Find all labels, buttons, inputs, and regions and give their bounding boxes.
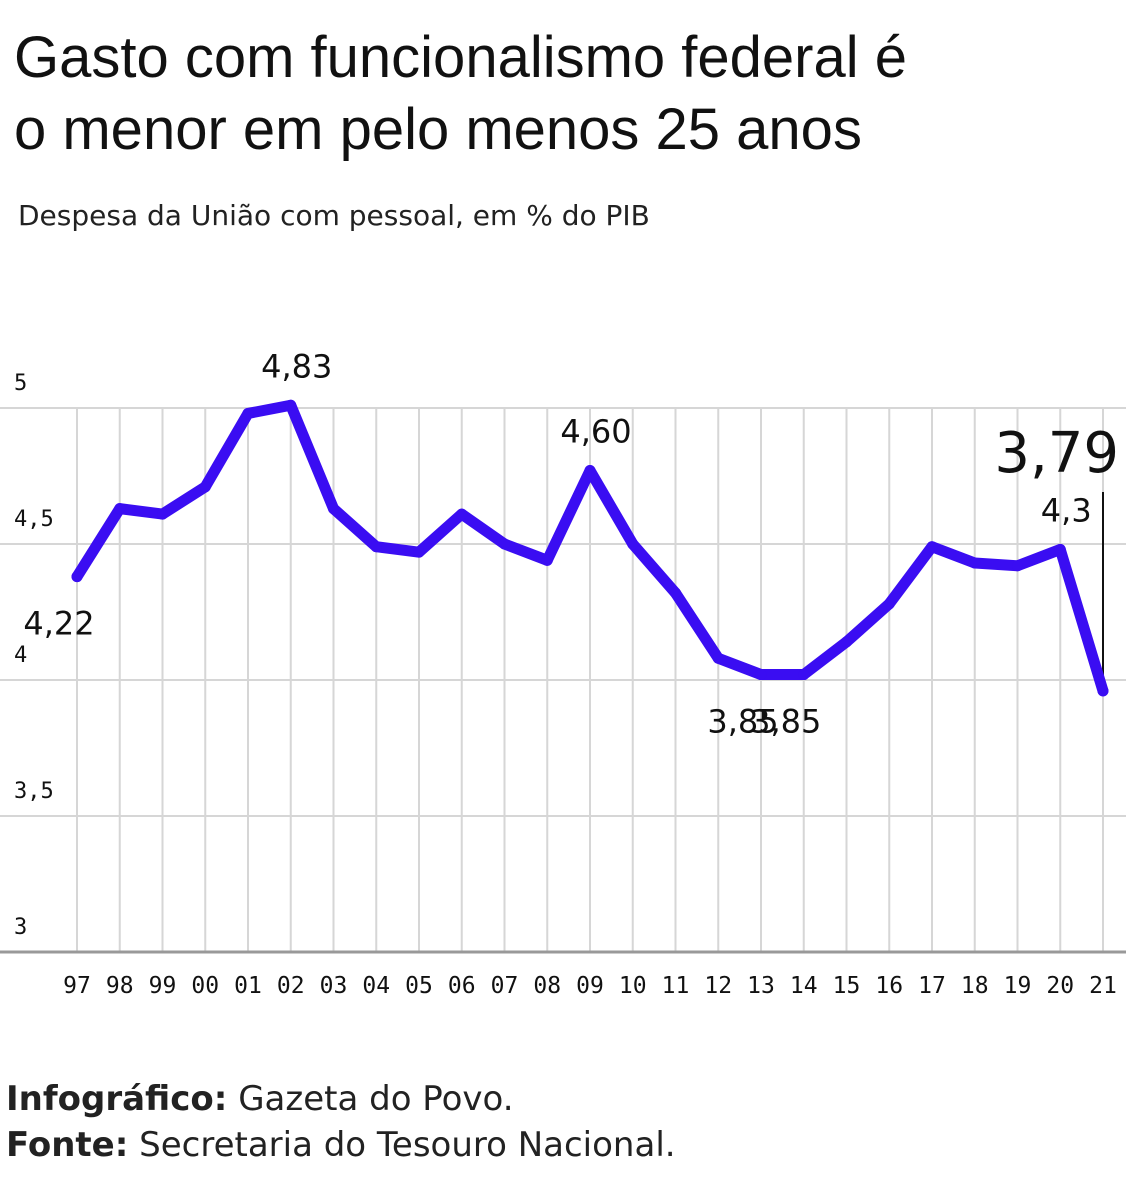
- data-point: [1097, 685, 1109, 697]
- x-tick-label: 13: [747, 973, 775, 999]
- data-label: 3,85: [750, 703, 821, 741]
- x-tick-label: 10: [619, 973, 647, 999]
- data-point: [157, 508, 168, 520]
- x-tick-label: 12: [704, 973, 732, 999]
- x-tick-label: 02: [277, 973, 305, 999]
- title-line-1: Gasto com funcionalismo federal é: [14, 25, 907, 90]
- credit-line: Infográfico: Gazeta do Povo.: [6, 1076, 676, 1122]
- data-point: [798, 669, 810, 681]
- data-point: [456, 508, 468, 520]
- data-point: [499, 538, 510, 550]
- x-tick-label: 20: [1046, 973, 1074, 999]
- data-point: [841, 636, 852, 648]
- x-tick-label: 01: [234, 973, 262, 999]
- data-point: [199, 481, 211, 493]
- data-point: [1054, 543, 1066, 555]
- title-line-2: o menor em pelo menos 25 anos: [14, 97, 862, 162]
- credit-label: Infográfico:: [6, 1079, 228, 1119]
- x-tick-label: 15: [833, 973, 861, 999]
- data-point: [114, 503, 126, 515]
- x-tick-label: 17: [918, 973, 946, 999]
- data-point: [71, 571, 83, 583]
- x-tick-label: 04: [362, 973, 390, 999]
- data-point: [670, 587, 681, 599]
- data-point: [883, 598, 895, 610]
- x-tick-label: 19: [1004, 973, 1032, 999]
- data-point: [285, 399, 297, 411]
- data-point: [242, 407, 254, 419]
- data-label: 4,60: [560, 413, 631, 451]
- x-tick-label: 18: [961, 973, 989, 999]
- data-label: 3,85: [707, 703, 778, 741]
- data-point: [969, 557, 981, 569]
- source-label: Fonte:: [6, 1125, 129, 1165]
- data-label: 4,83: [261, 347, 332, 385]
- line-chart: 5 4,5 4 3,5 3 97 98 99 00 01 02 03 04 05 06 07 08 09 10 11 1…: [0, 347, 1126, 999]
- y-tick-label: 4,5: [14, 507, 54, 532]
- data-point: [370, 541, 382, 553]
- x-tick-label: 06: [448, 973, 476, 999]
- x-tick-label: 08: [533, 973, 561, 999]
- x-tick-label: 03: [320, 973, 348, 999]
- data-point: [413, 546, 425, 558]
- credit-value: Gazeta do Povo.: [238, 1079, 514, 1119]
- data-point: [328, 503, 339, 515]
- x-tick-label: 05: [405, 973, 433, 999]
- y-tick-label: 5: [14, 371, 27, 396]
- data-point: [584, 465, 596, 477]
- chart-title: Gasto com funcionalismo federal é o meno…: [14, 22, 1114, 166]
- data-label: 4,3: [1041, 491, 1092, 529]
- x-tick-label: 21: [1089, 973, 1117, 999]
- source-line: Fonte: Secretaria do Tesouro Nacional.: [6, 1122, 676, 1168]
- source-value: Secretaria do Tesouro Nacional.: [139, 1125, 676, 1165]
- x-tick-label: 97: [63, 973, 91, 999]
- data-point: [1012, 560, 1023, 572]
- x-tick-label: 09: [576, 973, 604, 999]
- y-tick-label: 3: [14, 915, 27, 940]
- x-tick-label: 00: [191, 973, 219, 999]
- chart-footer: Infográfico: Gazeta do Povo. Fonte: Secr…: [6, 1076, 676, 1168]
- x-tick-label: 16: [875, 973, 903, 999]
- x-tick-label: 99: [149, 973, 177, 999]
- data-point: [627, 538, 639, 550]
- y-tick-label: 4: [14, 643, 27, 668]
- data-point: [712, 652, 724, 664]
- x-tick-label: 11: [662, 973, 690, 999]
- highlight-data-label: 3,79: [994, 421, 1119, 486]
- data-point: [541, 554, 553, 566]
- data-point: [926, 541, 938, 553]
- data-point: [755, 669, 767, 681]
- x-tick-label: 07: [491, 973, 519, 999]
- data-label: 4,22: [23, 605, 94, 643]
- x-tick-label: 98: [106, 973, 134, 999]
- x-tick-label: 14: [790, 973, 818, 999]
- chart-subtitle: Despesa da União com pessoal, em % do PI…: [18, 199, 650, 232]
- y-tick-label: 3,5: [14, 779, 54, 804]
